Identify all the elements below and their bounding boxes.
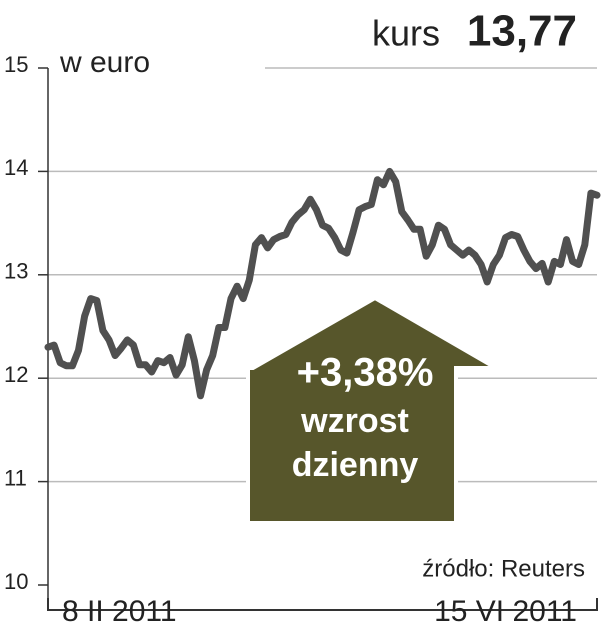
y-tick-label: 14 [4, 155, 28, 180]
y-tick-label: 13 [4, 259, 28, 284]
y-tick-label: 15 [4, 52, 28, 77]
x-tick-label: 15 VI 2011 [434, 595, 577, 628]
y-tick-label: 11 [4, 465, 27, 490]
kurs-value: 13,77 [467, 7, 577, 56]
y-tick-label: 12 [4, 362, 28, 387]
kurs-label: kurs [372, 13, 440, 54]
source: źródło: Reuters [422, 555, 585, 582]
y-axis-label: w euro [59, 46, 150, 79]
price-line [44, 167, 601, 400]
annotation-line: wzrost [300, 402, 409, 440]
arrow [246, 295, 504, 525]
annotation-line: dzienny [292, 446, 419, 484]
plot [44, 167, 601, 400]
y-tick-label: 10 [4, 569, 28, 594]
x-axis [47, 598, 598, 611]
change-label: +3,38% [297, 351, 434, 395]
grid: 10 11 12 13 14 15 [4, 52, 597, 610]
x-tick-label: 8 II 2011 [62, 595, 177, 628]
